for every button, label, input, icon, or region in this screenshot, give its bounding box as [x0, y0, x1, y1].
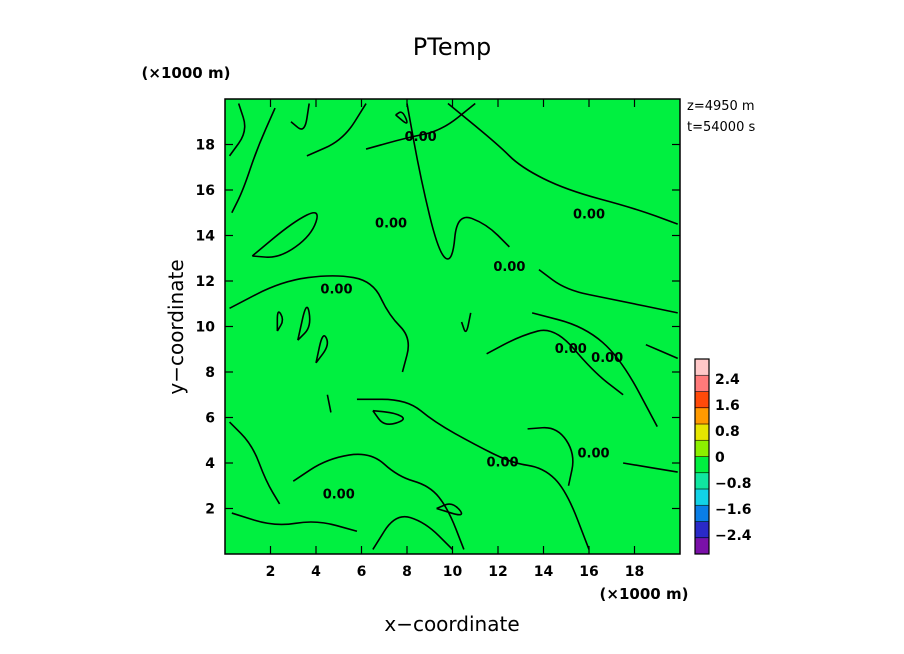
colorbar-labels: 2.4 1.6 0.8 0 −0.8 −1.6 −2.4	[715, 372, 752, 544]
colorbar-segment-8	[695, 407, 709, 425]
contour-line-16	[531, 312, 658, 427]
colorbar-segment-9	[695, 391, 709, 409]
contour-label-9: 0.00	[323, 487, 355, 502]
contour-line-17	[326, 394, 332, 413]
contour-line-6	[365, 102, 476, 150]
contour-line-19	[372, 409, 404, 425]
y-tick-label-4: 10	[196, 320, 216, 336]
y-tick-label-6: 14	[196, 229, 216, 245]
contour-label-7: 0.00	[578, 446, 610, 461]
contour-line-14	[460, 312, 472, 333]
colorbar-label-6: −2.4	[715, 528, 752, 544]
colorbar-segment-1	[695, 521, 709, 539]
contour-line-1	[231, 107, 276, 214]
colorbar-segment-3	[695, 489, 709, 506]
x-axis-label: x−coordinate	[384, 612, 519, 636]
contour-line-11	[276, 311, 284, 332]
colorbar-segment-11	[695, 359, 709, 376]
contour-label-8: 0.00	[487, 456, 519, 471]
colorbar-segment-7	[695, 424, 709, 441]
contour-label-5: 0.00	[555, 342, 587, 357]
contour-line-12	[297, 306, 311, 341]
contour-line-10	[229, 275, 410, 373]
x-tick-label-4: 10	[443, 564, 463, 580]
colorbar-label-0: 2.4	[715, 372, 740, 388]
contour-line-5	[395, 111, 408, 124]
y-tick-label-1: 4	[205, 456, 215, 472]
colorbar-label-5: −1.6	[715, 502, 752, 518]
y-axis-label: y−coordinate	[164, 259, 188, 394]
colorbar-segment-5	[695, 456, 709, 474]
y-unit-label: (×1000 m)	[142, 64, 231, 82]
colorbar-frame	[694, 358, 710, 555]
contour-line-8	[406, 103, 510, 260]
contour-line-13	[315, 335, 329, 364]
contour-label-4: 0.00	[320, 283, 352, 298]
contour-line-26	[231, 512, 358, 533]
x-axis-ticks: 2 4 6 8 10 12 14 16 18	[266, 99, 644, 580]
colorbar-label-4: −0.8	[715, 476, 752, 492]
y-tick-label-2: 6	[205, 411, 215, 427]
x-tick-label-2: 6	[357, 564, 367, 580]
colorbar-segment-2	[695, 505, 709, 522]
colorbar-segment-4	[695, 472, 709, 490]
x-tick-label-8: 18	[625, 564, 644, 580]
y-tick-label-3: 8	[205, 365, 215, 381]
x-tick-label-0: 2	[266, 564, 276, 580]
x-tick-label-6: 14	[534, 564, 554, 580]
contour-line-4	[306, 103, 367, 157]
contour-line-0	[228, 103, 246, 157]
contour-label-6: 0.00	[591, 351, 623, 366]
contour-line-9	[538, 268, 678, 314]
contour-line-7	[447, 102, 679, 225]
contour-line-27	[372, 515, 454, 551]
z-info: z=4950 m	[687, 99, 755, 114]
colorbar-label-2: 0.8	[715, 424, 740, 440]
x-unit-label: (×1000 m)	[600, 585, 689, 603]
chart-title: PTemp	[413, 33, 491, 61]
y-axis-ticks: 2 4 6 8 10 12 14 16 18	[196, 138, 680, 518]
contour-label-0: 0.00	[405, 130, 437, 145]
y-tick-label-7: 16	[196, 183, 215, 199]
contour-lines	[228, 102, 679, 551]
colorbar-label-1: 1.6	[715, 398, 740, 414]
colorbar-label-3: 0	[715, 450, 725, 466]
t-info: t=54000 s	[687, 120, 755, 135]
colorbar-segment-6	[695, 440, 709, 457]
contour-line-18	[228, 421, 281, 505]
contour-line-25	[622, 462, 678, 473]
plot-field	[225, 99, 680, 554]
colorbar-segment-0	[695, 537, 709, 555]
contour-label-3: 0.00	[493, 260, 525, 275]
y-tick-label-8: 18	[196, 138, 215, 154]
colorbar-segment-10	[695, 375, 709, 392]
contour-label-1: 0.00	[573, 208, 605, 223]
contour-line-24	[645, 343, 679, 360]
colorbar	[694, 358, 710, 555]
y-tick-label-5: 12	[196, 274, 215, 290]
x-tick-label-7: 16	[579, 564, 598, 580]
contour-line-23	[527, 426, 574, 486]
y-tick-label-0: 2	[205, 502, 215, 518]
contour-line-21	[292, 453, 465, 550]
contour-label-2: 0.00	[375, 217, 407, 232]
contour-labels: 0.00 0.00 0.00 0.00 0.00 0.00 0.00 0.00 0.00 0.00	[320, 130, 623, 502]
contour-line-2	[251, 211, 318, 259]
x-tick-label-1: 4	[311, 564, 321, 580]
x-tick-label-3: 8	[402, 564, 412, 580]
contour-line-22	[436, 503, 463, 516]
contour-line-3	[290, 103, 310, 130]
contour-line-20	[356, 398, 590, 550]
x-tick-label-5: 12	[488, 564, 507, 580]
contour-line-15	[486, 329, 624, 396]
